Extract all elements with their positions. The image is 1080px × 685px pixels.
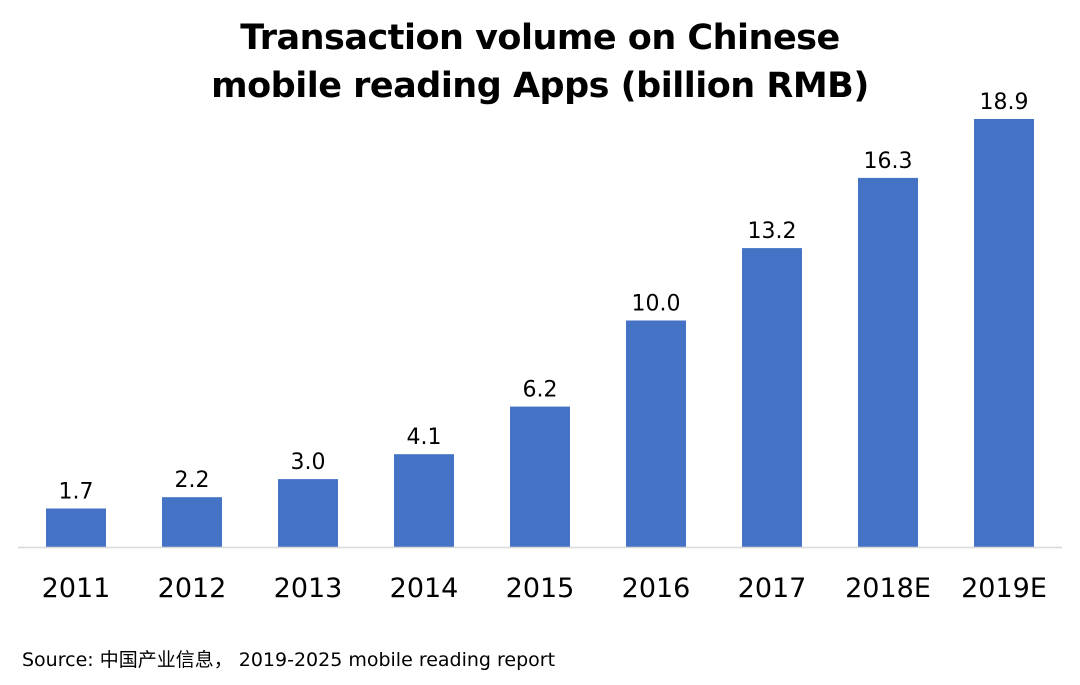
chart-title: Transaction volume on Chinese mobile rea… [0, 14, 1080, 110]
value-label-2017: 13.2 [748, 219, 797, 244]
x-tick-label-2011: 2011 [42, 573, 111, 604]
value-label-2011: 1.7 [59, 480, 94, 505]
x-tick-label-2017: 2017 [738, 573, 807, 604]
bar-2011 [46, 508, 106, 547]
bars-group [46, 119, 1034, 547]
value-label-2015: 6.2 [523, 378, 558, 403]
bar-2013 [278, 479, 338, 547]
chart-title-line-2: mobile reading Apps (billion RMB) [211, 66, 869, 106]
value-label-2013: 3.0 [291, 450, 326, 475]
value-label-2018E: 16.3 [864, 149, 913, 174]
bar-2018E [858, 177, 918, 547]
value-label-2016: 10.0 [632, 292, 681, 317]
x-tick-label-2013: 2013 [274, 573, 343, 604]
bar-chart: 1.7 2.2 3.0 4.1 6.2 10.0 13.2 16.3 18.9 2011 2012… [18, 90, 1062, 604]
source-note: Source: 中国产业信息， 2019-2025 mobile reading… [22, 649, 556, 671]
bar-2016 [626, 320, 686, 547]
bar-2019E [974, 119, 1034, 547]
value-label-2019E: 18.9 [980, 90, 1029, 115]
x-tick-label-2014: 2014 [390, 573, 459, 604]
x-tick-label-2012: 2012 [158, 573, 227, 604]
bar-2012 [162, 497, 222, 547]
x-tick-label-2018E: 2018E [845, 573, 931, 604]
x-tick-label-2015: 2015 [506, 573, 575, 604]
bar-2014 [394, 454, 454, 547]
bar-2015 [510, 406, 570, 547]
value-labels-group: 1.7 2.2 3.0 4.1 6.2 10.0 13.2 16.3 18.9 [59, 90, 1029, 505]
x-tick-label-2019E: 2019E [961, 573, 1047, 604]
value-label-2014: 4.1 [407, 425, 442, 450]
chart-title-line-1: Transaction volume on Chinese [240, 18, 840, 58]
value-label-2012: 2.2 [175, 468, 210, 493]
x-tick-label-2016: 2016 [622, 573, 691, 604]
bar-2017 [742, 248, 802, 547]
x-tick-labels-group: 2011 2012 2013 2014 2015 2016 2017 2018E 2019E [42, 573, 1047, 604]
